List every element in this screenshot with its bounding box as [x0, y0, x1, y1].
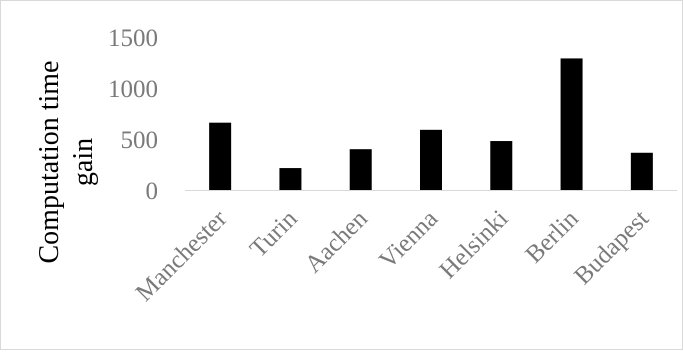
- bars: [209, 58, 653, 190]
- y-axis-label-line-2: gain: [68, 138, 99, 186]
- y-tick-label: 500: [121, 127, 159, 154]
- bar-helsinki: [490, 141, 513, 190]
- bar-budapest: [630, 152, 653, 190]
- bar-manchester: [209, 122, 232, 190]
- bar-berlin: [560, 58, 583, 190]
- bar-vienna: [420, 129, 442, 190]
- y-tick-label: 1500: [108, 25, 158, 52]
- y-tick-label: 1000: [108, 76, 158, 103]
- y-tick-label: 0: [146, 178, 159, 205]
- y-axis-label-line-1: Computation time: [34, 61, 65, 264]
- y-tick-labels: 0 500 1000 1500: [108, 25, 158, 205]
- bar-aachen: [349, 149, 372, 190]
- bar-turin: [279, 168, 302, 190]
